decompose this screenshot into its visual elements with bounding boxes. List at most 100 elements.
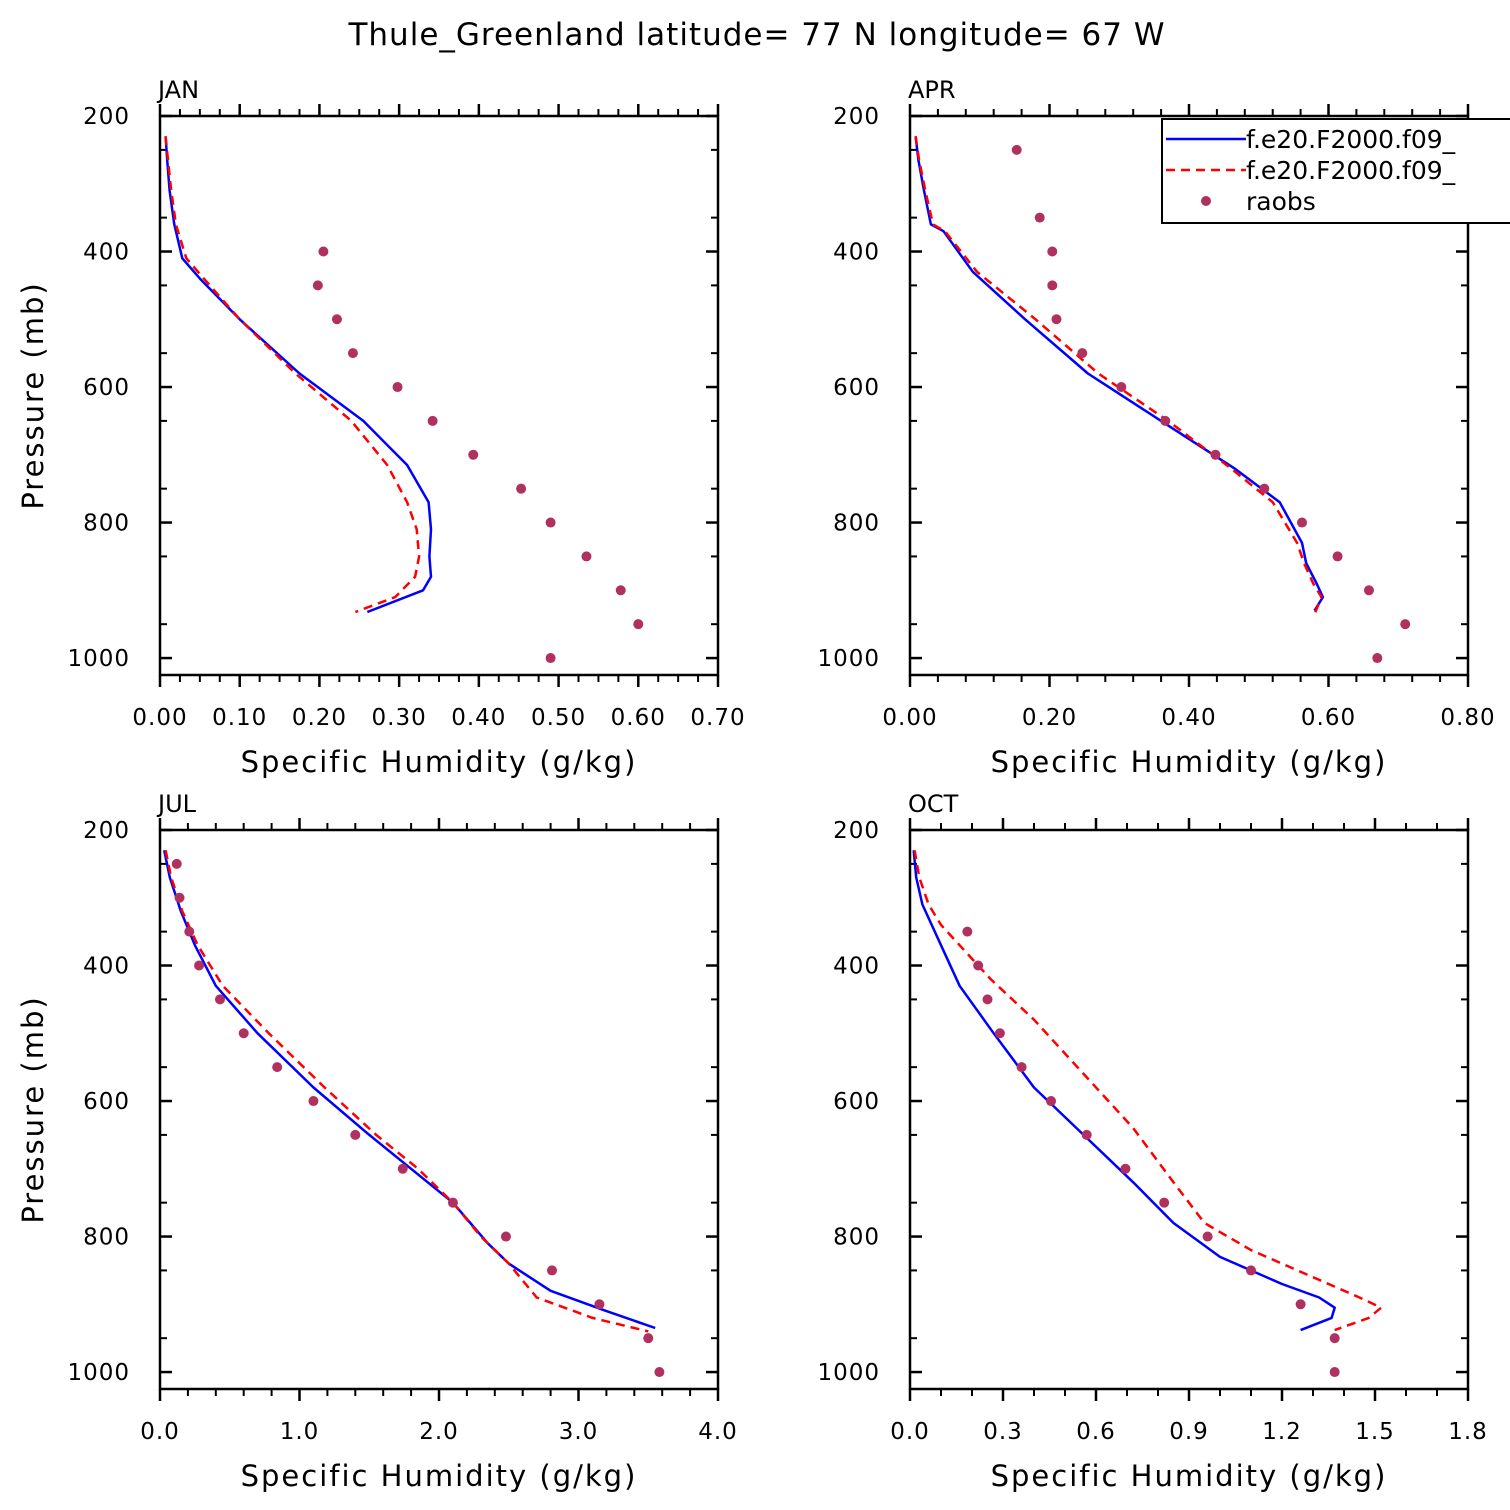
raobs-point <box>1160 415 1171 426</box>
raobs-point <box>516 483 527 494</box>
panel-jul: 0.0 1.0 2.0 3.0 4.0 200 400 600 800 1000 Specific … <box>16 790 738 1493</box>
y-tick-label: 400 <box>83 240 130 266</box>
raobs-point <box>308 1096 319 1107</box>
raobs-point <box>973 960 984 971</box>
y-axis-label: Pressure (mb) <box>16 281 50 509</box>
raobs-point <box>594 1299 605 1310</box>
legend-marker <box>1201 196 1211 206</box>
raobs-point <box>1259 483 1270 494</box>
y-tick-label: 200 <box>833 104 880 130</box>
raobs-point <box>581 551 592 562</box>
x-tick-label: 3.0 <box>559 1419 599 1445</box>
raobs-point <box>545 517 556 528</box>
raobs-point <box>1246 1265 1256 1276</box>
x-tick-label: 0.40 <box>1161 705 1216 731</box>
panel-apr: 0.00 0.20 0.40 0.60 0.80 200 400 600 800 1000 Spec… <box>817 76 1495 779</box>
x-tick-label: 0.10 <box>212 705 267 731</box>
raobs-point <box>1051 314 1062 325</box>
y-axis-label: Pressure (mb) <box>16 995 50 1223</box>
raobs-point <box>1332 551 1343 562</box>
x-tick-label: 0.0 <box>140 1419 180 1445</box>
x-tick-label: 0.00 <box>882 705 937 731</box>
y-tick-label: 200 <box>833 818 880 844</box>
x-tick-label: 1.8 <box>1448 1419 1488 1445</box>
raobs-point <box>312 280 323 291</box>
raobs-point <box>468 449 479 460</box>
legend-label: f.e20.F2000.f09_ <box>1246 125 1456 154</box>
x-axis-label: Specific Humidity (g/kg) <box>241 1459 638 1493</box>
raobs-point <box>500 1231 511 1242</box>
raobs-point <box>174 892 185 903</box>
plot-frame <box>158 828 720 1391</box>
raobs-point <box>1034 212 1045 223</box>
y-tick-label: 600 <box>833 1089 880 1115</box>
raobs-point <box>654 1367 665 1378</box>
raobs-point <box>392 382 403 393</box>
x-tick-label: 0.20 <box>1022 705 1077 731</box>
raobs-point <box>643 1333 654 1344</box>
raobs-point <box>427 415 438 426</box>
y-tick-label: 600 <box>83 1089 130 1115</box>
raobs-point <box>1047 280 1058 291</box>
y-tick-label: 400 <box>833 240 880 266</box>
y-tick-label: 800 <box>833 511 880 537</box>
raobs-point <box>1329 1367 1340 1378</box>
x-tick-label: 0.80 <box>1440 705 1495 731</box>
model-line-solid <box>162 850 656 1330</box>
x-axis-label: Specific Humidity (g/kg) <box>991 1459 1388 1493</box>
x-tick-label: 0.50 <box>531 705 586 731</box>
y-tick-label: 400 <box>833 954 880 980</box>
y-tick-label: 800 <box>83 1225 130 1251</box>
panel-label: JUL <box>156 790 197 818</box>
x-axis-label: Specific Humidity (g/kg) <box>241 745 638 779</box>
x-tick-label: 0.30 <box>372 705 427 731</box>
x-tick-label: 0.60 <box>611 705 666 731</box>
legend-label: f.e20.F2000.f09_ <box>1246 156 1456 185</box>
model-line-solid <box>164 136 433 614</box>
raobs-point <box>331 314 342 325</box>
raobs-point <box>546 1265 557 1276</box>
x-tick-label: 0.70 <box>690 705 745 731</box>
model-line-dashed <box>913 850 1383 1332</box>
x-tick-label: 1.2 <box>1262 1419 1302 1445</box>
raobs-point <box>1159 1197 1170 1208</box>
raobs-point <box>171 858 182 869</box>
model-line-solid <box>912 850 1336 1332</box>
plot-frame <box>908 828 1470 1391</box>
model-line-solid <box>914 136 1325 612</box>
panel-label: JAN <box>156 76 199 104</box>
raobs-point <box>397 1163 408 1174</box>
raobs-point <box>1363 585 1374 596</box>
x-tick-label: 4.0 <box>698 1419 738 1445</box>
y-tick-label: 400 <box>83 954 130 980</box>
raobs-point <box>615 585 626 596</box>
plot-frame <box>158 114 720 677</box>
x-tick-label: 0.9 <box>1169 1419 1209 1445</box>
y-tick-label: 600 <box>83 375 130 401</box>
raobs-point <box>1296 517 1307 528</box>
raobs-point <box>962 926 973 937</box>
raobs-point <box>1047 246 1058 257</box>
raobs-point <box>1116 382 1127 393</box>
y-tick-label: 1000 <box>67 1360 130 1386</box>
raobs-point <box>1046 1096 1057 1107</box>
raobs-point <box>447 1197 458 1208</box>
x-tick-label: 0.00 <box>132 705 187 731</box>
y-tick-label: 1000 <box>817 646 880 672</box>
raobs-point <box>1329 1333 1340 1344</box>
panel-oct: 0.0 0.3 0.6 0.9 1.2 1.5 1.8 200 400 600 800 1000 Spe… <box>817 790 1488 1493</box>
raobs-point <box>1011 144 1022 155</box>
panel-label: APR <box>908 76 956 104</box>
raobs-point <box>1202 1231 1213 1242</box>
x-tick-label: 0.0 <box>890 1419 930 1445</box>
raobs-point <box>1372 653 1383 664</box>
raobs-point <box>633 619 644 630</box>
raobs-point <box>1120 1163 1131 1174</box>
raobs-point <box>1081 1129 1092 1140</box>
y-tick-label: 1000 <box>67 646 130 672</box>
x-tick-label: 0.3 <box>983 1419 1023 1445</box>
legend-label: raobs <box>1246 187 1316 216</box>
raobs-point <box>350 1129 361 1140</box>
raobs-point <box>214 994 225 1005</box>
